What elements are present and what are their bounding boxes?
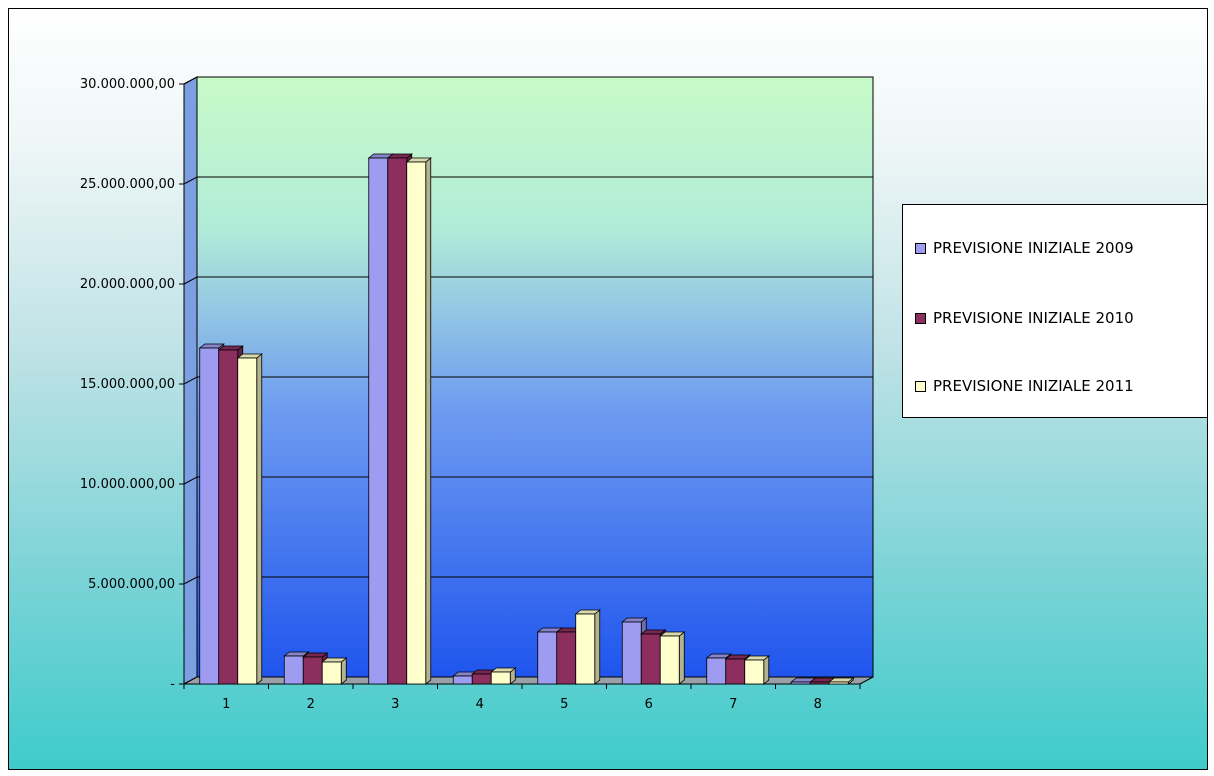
y-tick-label: 15.000.000,00 [80,377,175,392]
bar [574,609,601,685]
gridline [183,176,873,185]
legend-label-2010: PREVISIONE INIZIALE 2010 [933,309,1134,327]
bar [828,677,855,685]
bars [198,153,855,685]
legend-item-2009: PREVISIONE INIZIALE 2009 [915,239,1134,257]
bar-chart: - 5.000.000,00 10.000.000,00 15.000.000,00 2… [80,76,874,712]
y-tick-label: 25.000.000,00 [80,177,175,192]
y-tick-label: 30.000.000,00 [80,77,175,92]
x-tick-label: 3 [391,697,399,712]
x-tick-label: 6 [645,697,653,712]
bar [236,353,263,685]
x-axis: 1 2 3 4 5 6 7 8 [183,683,861,712]
bar [490,667,517,685]
y-tick-label: 20.000.000,00 [80,277,175,292]
x-tick-label: 4 [476,697,484,712]
x-tick-label: 8 [814,697,822,712]
gridline [183,476,873,485]
gridline [183,576,873,585]
legend-swatch-2011 [915,380,926,392]
legend-item-2011: PREVISIONE INIZIALE 2011 [915,377,1134,395]
gridline [183,276,873,285]
legend-label-2009: PREVISIONE INIZIALE 2009 [933,239,1134,257]
y-tick-label: 10.000.000,00 [80,477,175,492]
legend-swatch-2010 [915,312,926,324]
y-tick-label: - [170,677,175,692]
y-tick-label: 5.000.000,00 [88,577,175,592]
chart-frame: - 5.000.000,00 10.000.000,00 15.000.000,00 2… [8,8,1208,770]
bar [321,657,348,685]
x-tick-label: 1 [222,697,230,712]
bar [743,655,770,685]
bar [405,157,432,685]
x-tick-label: 7 [729,697,737,712]
gridline [183,376,873,385]
legend-swatch-2009 [915,242,926,254]
legend: PREVISIONE INIZIALE 2009 PREVISIONE INIZ… [902,204,1207,418]
x-tick-label: 2 [307,697,315,712]
bar [659,631,686,685]
gridline [183,76,873,85]
x-tick-label: 5 [560,697,568,712]
legend-item-2010: PREVISIONE INIZIALE 2010 [915,309,1134,327]
legend-label-2011: PREVISIONE INIZIALE 2011 [933,377,1134,395]
gridlines [183,76,873,585]
y-axis: - 5.000.000,00 10.000.000,00 15.000.000,00 2… [80,77,185,692]
